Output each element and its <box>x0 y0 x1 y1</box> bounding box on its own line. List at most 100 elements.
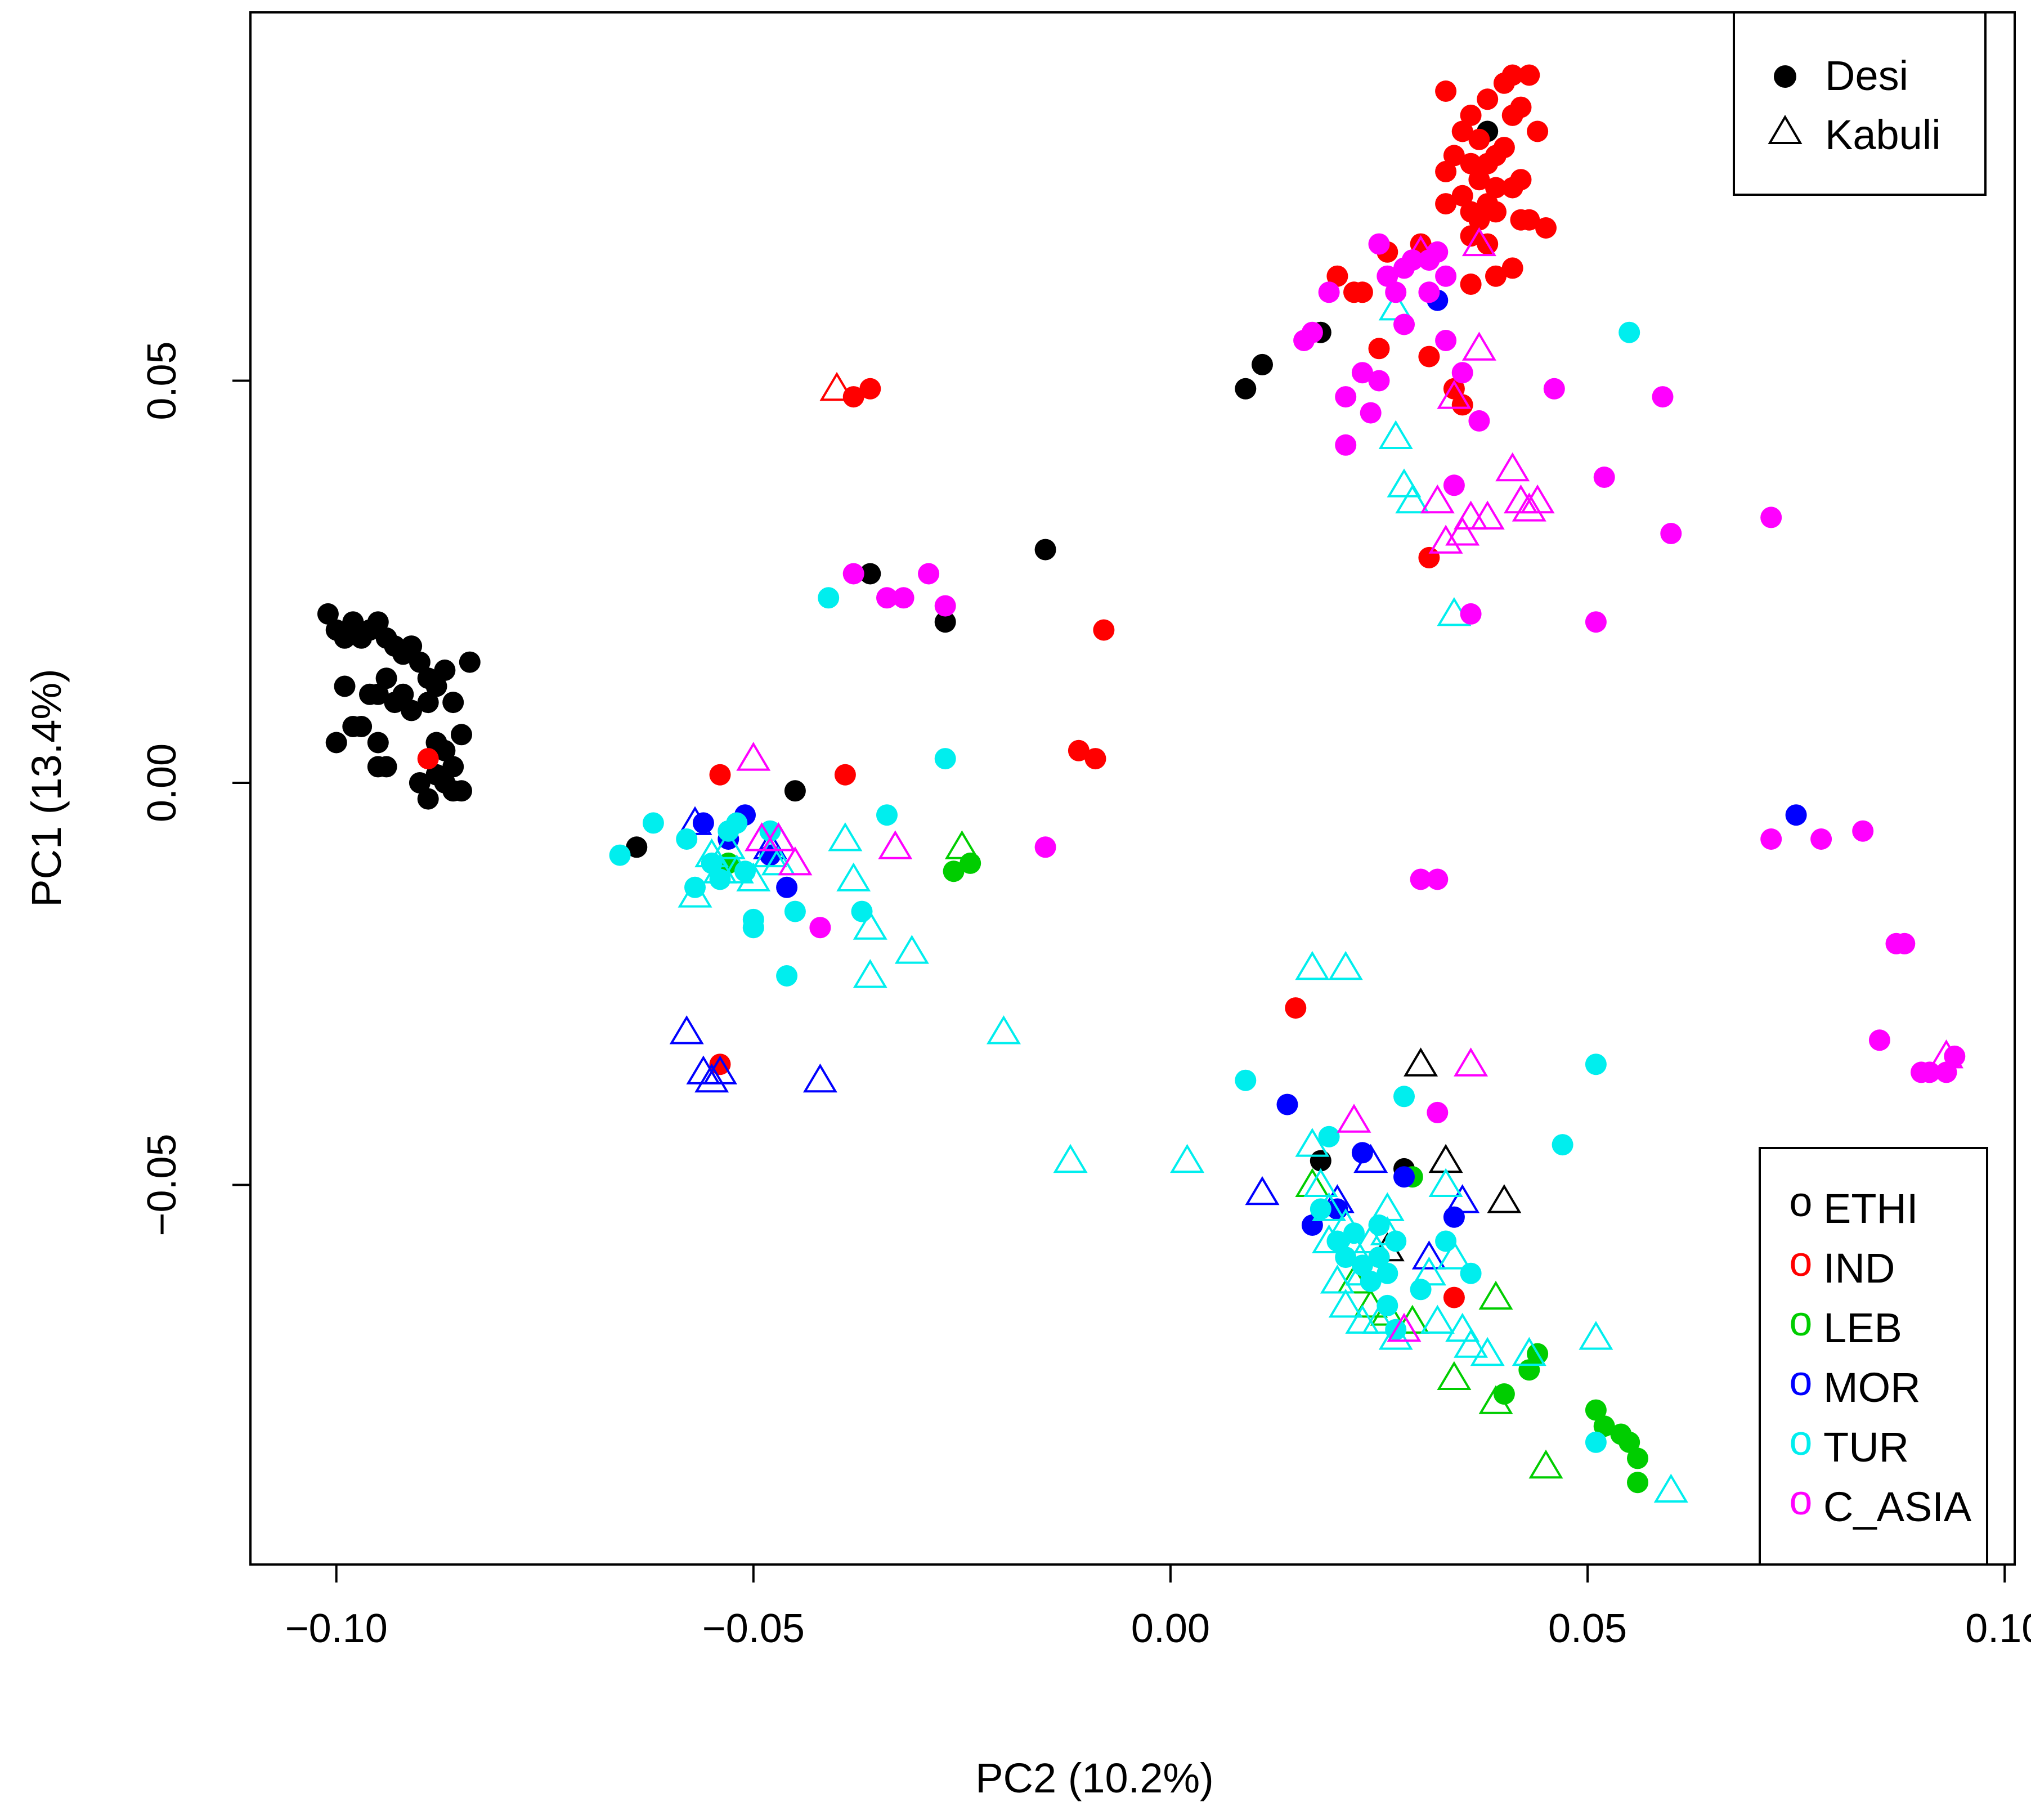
point-ethi-desi-38 <box>367 732 389 754</box>
point-tur-kabuli-15 <box>1170 1144 1205 1173</box>
point-c_asia-desi-40 <box>1852 820 1874 842</box>
point-ind-desi-23 <box>1460 274 1482 295</box>
point-tur-kabuli-9 <box>836 862 871 891</box>
point-ethi-desi-34 <box>425 764 447 786</box>
point-c_asia-desi-27 <box>1410 868 1432 890</box>
point-mor-kabuli-8 <box>1245 1176 1280 1205</box>
point-c_asia-desi-37 <box>1760 506 1782 528</box>
point-ethi-desi-44 <box>934 611 956 633</box>
desi-legend-marker <box>1774 65 1796 88</box>
point-c_asia-desi-20 <box>1401 249 1423 271</box>
point-tur-desi-18 <box>1235 1069 1257 1091</box>
point-ethi-desi-45 <box>1034 539 1056 561</box>
point-tur-kabuli-36 <box>1428 1168 1463 1197</box>
kabuli-legend-marker <box>1768 115 1803 144</box>
point-mor-desi-11 <box>1443 1206 1465 1228</box>
point-tur-kabuli-21 <box>1320 1265 1355 1294</box>
point-tur-kabuli-11 <box>853 959 887 988</box>
point-mor-desi-4 <box>776 876 798 898</box>
point-tur-kabuli-20 <box>1312 1192 1347 1221</box>
color-legend-marker: o <box>1789 1417 1812 1464</box>
point-tur-kabuli-31 <box>1378 420 1413 449</box>
point-ind-desi-54 <box>1510 209 1532 231</box>
point-ethi-desi-3 <box>342 611 364 633</box>
point-ethi-desi-11 <box>409 651 431 673</box>
point-c_asia-kabuli-11 <box>1445 517 1480 546</box>
point-tur-kabuli-47 <box>1312 1224 1347 1253</box>
x-tick-label: 0.10 <box>1965 1606 2031 1651</box>
point-ind-desi-20 <box>1435 193 1457 215</box>
point-c_asia-kabuli-18 <box>1503 484 1539 514</box>
point-c_asia-kabuli-6 <box>1387 1312 1422 1342</box>
point-tur-desi-12 <box>776 965 798 987</box>
point-ind-desi-33 <box>1493 137 1515 159</box>
point-ethi-desi-17 <box>459 651 481 673</box>
x-tick-label: 0.05 <box>1548 1606 1627 1651</box>
point-c_asia-desi-28 <box>1427 868 1449 890</box>
point-ethi-desi-23 <box>375 667 397 689</box>
y-tick-label: 0.05 <box>140 341 185 420</box>
point-ethi-desi-42 <box>784 780 806 802</box>
point-c_asia-kabuli-13 <box>1454 1047 1488 1077</box>
point-c_asia-desi-11 <box>1335 386 1357 408</box>
point-c_asia-desi-36 <box>1660 523 1682 544</box>
point-tur-desi-13 <box>784 900 806 922</box>
point-tur-kabuli-12 <box>894 935 929 964</box>
point-c_asia-kabuli-12 <box>1454 500 1488 530</box>
point-ind-desi-8 <box>1093 619 1115 641</box>
point-ethi-desi-20 <box>351 716 373 737</box>
point-mor-kabuli-3 <box>702 1055 738 1084</box>
point-tur-kabuli-35 <box>1420 1305 1455 1334</box>
point-tur-kabuli-3 <box>711 830 746 859</box>
point-ind-desi-30 <box>1468 128 1490 150</box>
point-c_asia-desi-5 <box>934 595 956 617</box>
point-c_asia-kabuli-1 <box>745 822 779 851</box>
point-ind-desi-47 <box>1435 160 1457 182</box>
point-c_asia-kabuli-4 <box>878 830 913 859</box>
point-tur-kabuli-44 <box>1653 1473 1688 1503</box>
point-tur-desi-38 <box>1385 1230 1407 1252</box>
point-c_asia-kabuli-15 <box>1461 227 1496 257</box>
point-c_asia-desi-6 <box>1034 836 1056 858</box>
point-tur-kabuli-5 <box>736 862 771 891</box>
point-mor-kabuli-11 <box>1411 1240 1446 1270</box>
point-c_asia-desi-12 <box>1351 362 1373 384</box>
point-c_asia-kabuli-7 <box>1404 235 1438 265</box>
point-tur-kabuli-19 <box>1303 1168 1338 1197</box>
point-ind-desi-43 <box>1468 169 1490 191</box>
point-mor-kabuli-4 <box>752 830 788 859</box>
point-ind-desi-1 <box>709 764 731 786</box>
point-mor-desi-12 <box>1785 804 1807 826</box>
color-legend-label-leb: LEB <box>1823 1305 1902 1351</box>
point-tur-kabuli-40 <box>1454 1329 1488 1358</box>
point-tur-kabuli-45 <box>1328 1288 1363 1318</box>
point-ind-desi-19 <box>1418 346 1440 367</box>
point-c_asia-desi-17 <box>1385 281 1407 303</box>
data-points <box>317 64 1966 1503</box>
point-c_asia-desi-4 <box>918 563 940 585</box>
x-tick-label: −0.05 <box>702 1606 805 1651</box>
point-ind-desi-37 <box>1527 120 1549 142</box>
point-ind-desi-16 <box>1368 338 1390 360</box>
point-tur-kabuli-46 <box>1345 1305 1380 1334</box>
color-legend-box <box>1759 1147 1988 1566</box>
point-tur-kabuli-41 <box>1470 1337 1505 1366</box>
point-tur-kabuli-18 <box>1328 951 1363 980</box>
point-ethi-desi-39 <box>325 732 347 754</box>
point-ind-desi-29 <box>1460 104 1482 126</box>
point-c_asia-kabuli-3 <box>778 846 813 876</box>
point-tur-desi-27 <box>1393 1086 1415 1108</box>
point-c_asia-kabuli-16 <box>1470 500 1505 530</box>
point-leb-desi-8 <box>1593 1415 1615 1437</box>
point-ethi-desi-16 <box>451 724 472 746</box>
point-ind-desi-55 <box>1477 193 1499 215</box>
point-c_asia-desi-8 <box>1301 321 1323 343</box>
point-c_asia-desi-0 <box>809 917 831 939</box>
point-c_asia-desi-14 <box>1368 370 1390 392</box>
point-ethi-desi-35 <box>409 772 431 794</box>
point-c_asia-desi-48 <box>1418 281 1440 303</box>
point-ind-desi-6 <box>1068 739 1090 761</box>
point-leb-desi-1 <box>960 852 981 874</box>
point-ind-desi-26 <box>1501 257 1523 279</box>
